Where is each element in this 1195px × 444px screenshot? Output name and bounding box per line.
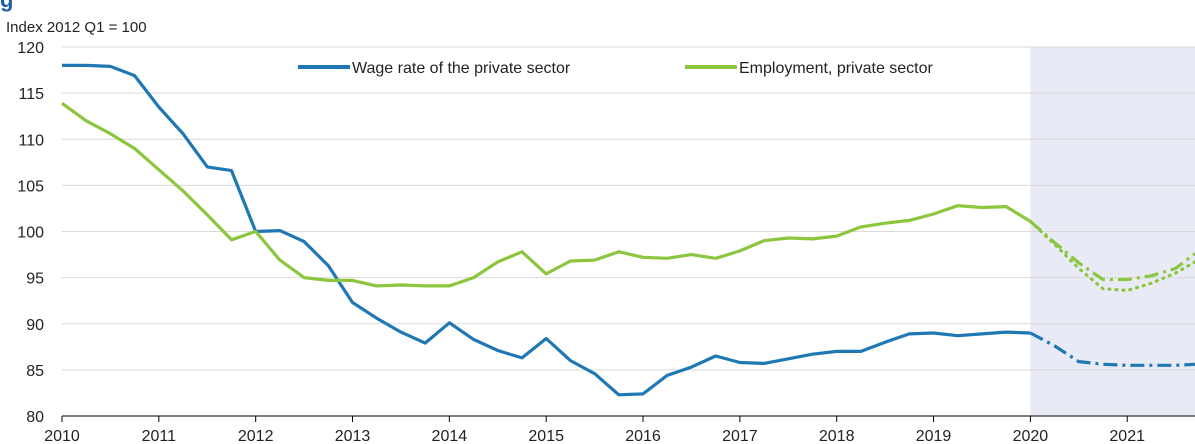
y-tick-label-115: 115: [18, 86, 44, 103]
x-axis: [61, 415, 1195, 422]
legend-label-employment: Employment, private sector: [739, 60, 934, 77]
y-tick-label-90: 90: [26, 317, 44, 334]
x-tick-label-2020: 2020: [1013, 428, 1049, 444]
y-tick-label-95: 95: [26, 271, 44, 288]
y-axis-labels: 80 85 90 95 100 105 110 115 120: [17, 40, 44, 426]
legend-label-wage: Wage rate of the private sector: [352, 60, 571, 77]
x-tick-label-2012: 2012: [238, 428, 274, 444]
y-tick-label-120: 120: [17, 40, 44, 57]
gridlines: [62, 46, 1195, 371]
series-layer: [61, 63, 1195, 397]
y-tick-label-105: 105: [17, 178, 44, 195]
y-tick-label-80: 80: [26, 409, 44, 426]
series-line-employment-dotted-4: [1028, 219, 1195, 293]
x-tick-label-2018: 2018: [819, 428, 855, 444]
x-tick-label-2019: 2019: [916, 428, 952, 444]
x-tick-label-2011: 2011: [142, 428, 177, 444]
x-tick-label-2010: 2010: [44, 428, 80, 444]
series-line-employment-solid-1: [61, 102, 1032, 288]
x-tick-label-2017: 2017: [722, 428, 758, 444]
x-tick-label-2015: 2015: [528, 428, 564, 444]
legend: Wage rate of the private sector Employme…: [298, 60, 934, 77]
chart-title-fragment: g: [0, 0, 13, 12]
x-tick-label-2021: 2021: [1109, 428, 1145, 444]
series-line-employment-dashdot-3: [1029, 220, 1195, 282]
x-axis-labels: 2010 2011 2012 2013 2014 2015 2016 2017 2018 2019…: [44, 428, 1145, 444]
series-line-wage-solid-0: [62, 63, 1031, 397]
x-tick-label-2014: 2014: [432, 428, 468, 444]
y-tick-label-100: 100: [17, 225, 44, 242]
y-tick-label-85: 85: [26, 363, 44, 380]
x-tick-label-2016: 2016: [625, 428, 661, 444]
x-tick-label-2013: 2013: [335, 428, 371, 444]
y-tick-label-110: 110: [18, 132, 44, 149]
index-note: Index 2012 Q1 = 100: [6, 19, 147, 36]
series-line-wage-dashdot-2: [1029, 331, 1195, 367]
